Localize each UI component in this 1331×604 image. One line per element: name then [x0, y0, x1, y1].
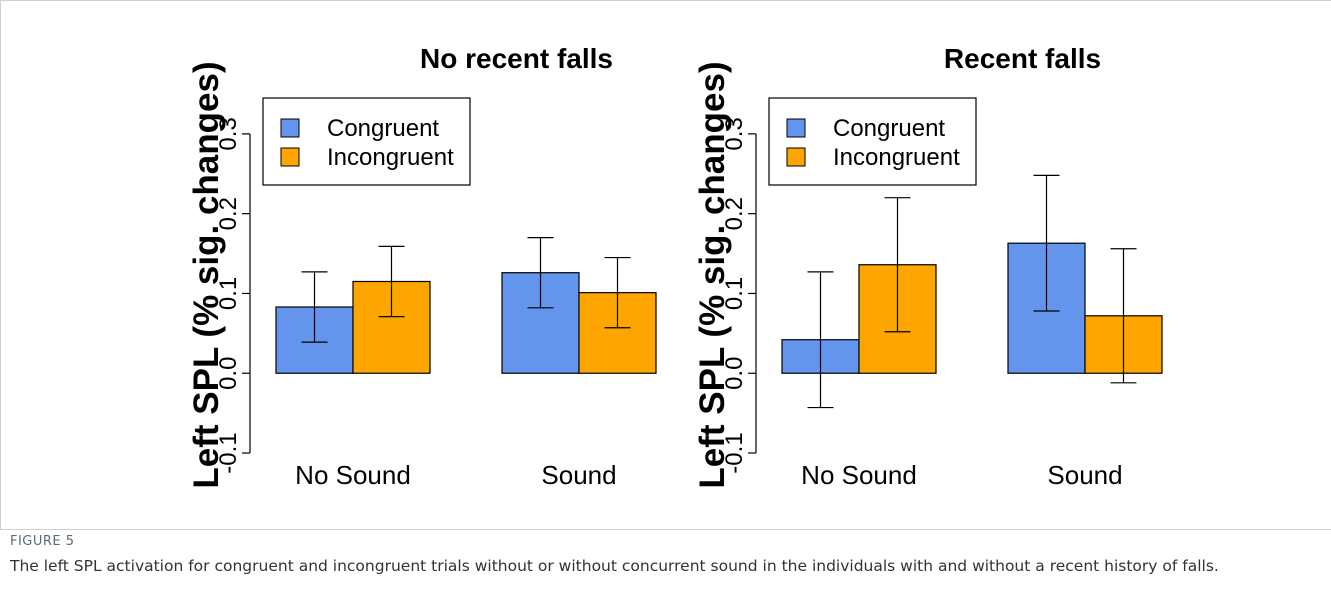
bar — [501, 272, 580, 374]
x-tick-label: Sound — [1047, 460, 1122, 490]
legend-box — [768, 97, 977, 186]
y-tick-label: 0.2 — [215, 197, 242, 230]
figure-label: FIGURE 5 — [10, 534, 75, 549]
y-tick-label: 0.0 — [721, 357, 748, 390]
legend-swatch — [280, 118, 300, 138]
y-tick-label: 0.1 — [721, 277, 748, 310]
legend-label: Congruent — [327, 115, 439, 142]
legend-label: Incongruent — [833, 144, 960, 171]
legend-label: Congruent — [833, 115, 945, 142]
y-tick-label: 0.3 — [721, 117, 748, 150]
x-tick-label: Sound — [541, 460, 616, 490]
y-tick-label: 0.0 — [215, 357, 242, 390]
y-tick-label: -0.1 — [215, 432, 242, 473]
legend-swatch — [280, 147, 300, 167]
y-tick-label: -0.1 — [721, 432, 748, 473]
legend-label: Incongruent — [327, 144, 454, 171]
bar — [352, 280, 431, 374]
y-axis-label: Left SPL (% sig. changes) — [187, 61, 226, 488]
y-axis-label: Left SPL (% sig. changes) — [693, 61, 732, 488]
figure-frame — [0, 0, 1331, 530]
chart-title: Recent falls — [944, 43, 1101, 74]
chart-title: No recent falls — [420, 43, 613, 74]
y-tick-label: 0.2 — [721, 197, 748, 230]
y-tick-label: 0.1 — [215, 277, 242, 310]
legend-box — [262, 97, 471, 186]
legend-swatch — [786, 147, 806, 167]
x-tick-label: No Sound — [801, 460, 917, 490]
x-tick-label: No Sound — [295, 460, 411, 490]
caption: The left SPL activation for congruent an… — [10, 557, 1219, 575]
figure: No recent falls Left SPL (% sig. changes)… — [0, 0, 1331, 530]
legend-swatch — [786, 118, 806, 138]
y-tick-label: 0.3 — [215, 117, 242, 150]
